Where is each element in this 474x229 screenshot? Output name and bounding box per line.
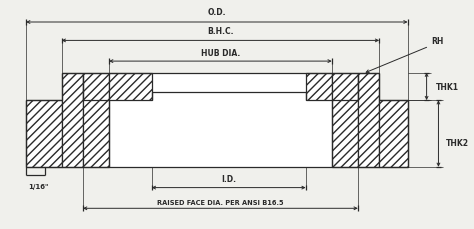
Text: I.D.: I.D. (221, 175, 236, 184)
Bar (109, 73, 332, 167)
Text: RAISED FACE DIA. PER ANSI B16.5: RAISED FACE DIA. PER ANSI B16.5 (157, 199, 283, 205)
Bar (152, 93, 306, 101)
Text: THK1: THK1 (436, 82, 459, 92)
Text: THK2: THK2 (446, 139, 469, 148)
Text: O.D.: O.D. (208, 8, 226, 17)
Text: B.H.C.: B.H.C. (207, 27, 234, 36)
Bar (306, 73, 332, 101)
Bar (152, 73, 306, 167)
Bar (26, 101, 62, 167)
Text: RH: RH (431, 37, 444, 46)
Bar (62, 73, 83, 167)
Text: HUB DIA.: HUB DIA. (201, 49, 240, 58)
Bar (358, 73, 379, 167)
Bar (109, 73, 152, 101)
Bar (379, 101, 408, 167)
Bar (83, 73, 109, 167)
Bar (332, 73, 358, 167)
Text: 1/16": 1/16" (28, 183, 49, 189)
